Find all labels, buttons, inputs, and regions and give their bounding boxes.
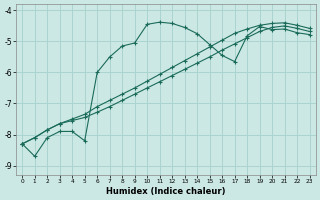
X-axis label: Humidex (Indice chaleur): Humidex (Indice chaleur) xyxy=(106,187,226,196)
